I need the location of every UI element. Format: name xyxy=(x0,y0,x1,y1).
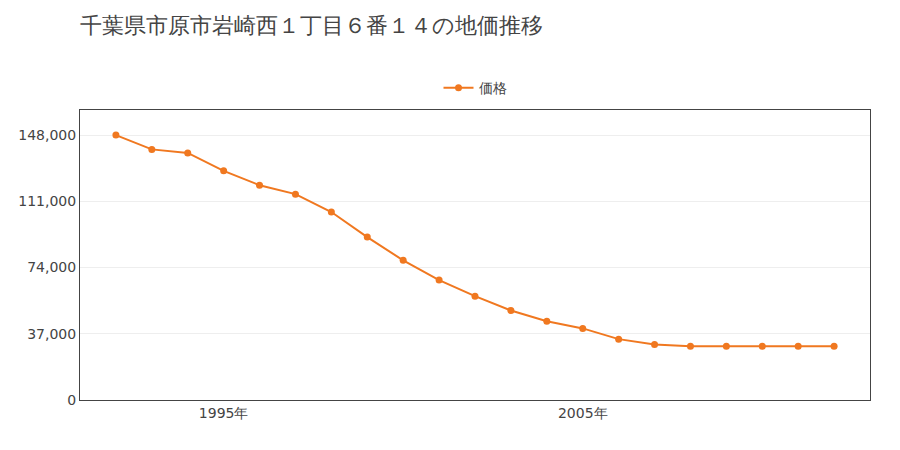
svg-text:0: 0 xyxy=(67,392,76,408)
svg-text:2005年: 2005年 xyxy=(558,405,608,421)
svg-text:37,000: 37,000 xyxy=(27,326,76,342)
svg-text:千葉県市原市岩崎西１丁目６番１４の地価推移: 千葉県市原市岩崎西１丁目６番１４の地価推移 xyxy=(80,13,543,38)
svg-text:価格: 価格 xyxy=(479,80,507,96)
svg-text:111,000: 111,000 xyxy=(18,193,76,209)
svg-text:148,000: 148,000 xyxy=(18,127,76,143)
svg-text:74,000: 74,000 xyxy=(27,259,76,275)
svg-text:1995年: 1995年 xyxy=(199,405,249,421)
